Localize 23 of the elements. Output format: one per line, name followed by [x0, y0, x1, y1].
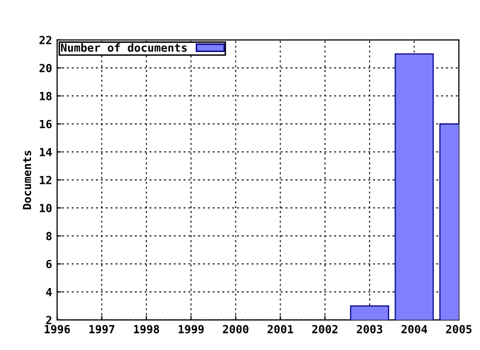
y-tick-label: 20 [40, 64, 52, 72]
x-tick-label: 2001 [268, 324, 294, 334]
y-tick-label: 4 [46, 288, 52, 296]
x-tick-label: 2000 [222, 324, 248, 334]
x-tick-label: 2005 [446, 324, 472, 334]
y-tick-label: 12 [40, 176, 52, 184]
y-tick-label: 6 [46, 260, 52, 268]
y-axis-title: Documents [22, 150, 32, 210]
x-tick-label: 1999 [178, 325, 204, 334]
y-tick-label: 8 [46, 232, 52, 240]
x-tick-label: 1997 [89, 325, 114, 334]
x-tick-label: 1998 [134, 324, 160, 334]
legend-label: Number of documents [61, 43, 187, 52]
y-tick-label: 18 [40, 92, 52, 100]
x-tick-label: 2002 [312, 324, 338, 334]
y-tick-label: 16 [40, 120, 52, 128]
x-tick-label: 2003 [356, 324, 382, 334]
x-tick-label: 2004 [401, 324, 428, 334]
y-tick-label: 22 [40, 36, 52, 44]
y-tick-label: 14 [40, 148, 52, 156]
y-tick-label: 2 [46, 316, 52, 324]
y-tick-label: 10 [40, 204, 52, 212]
x-tick-label: 1996 [44, 324, 70, 334]
